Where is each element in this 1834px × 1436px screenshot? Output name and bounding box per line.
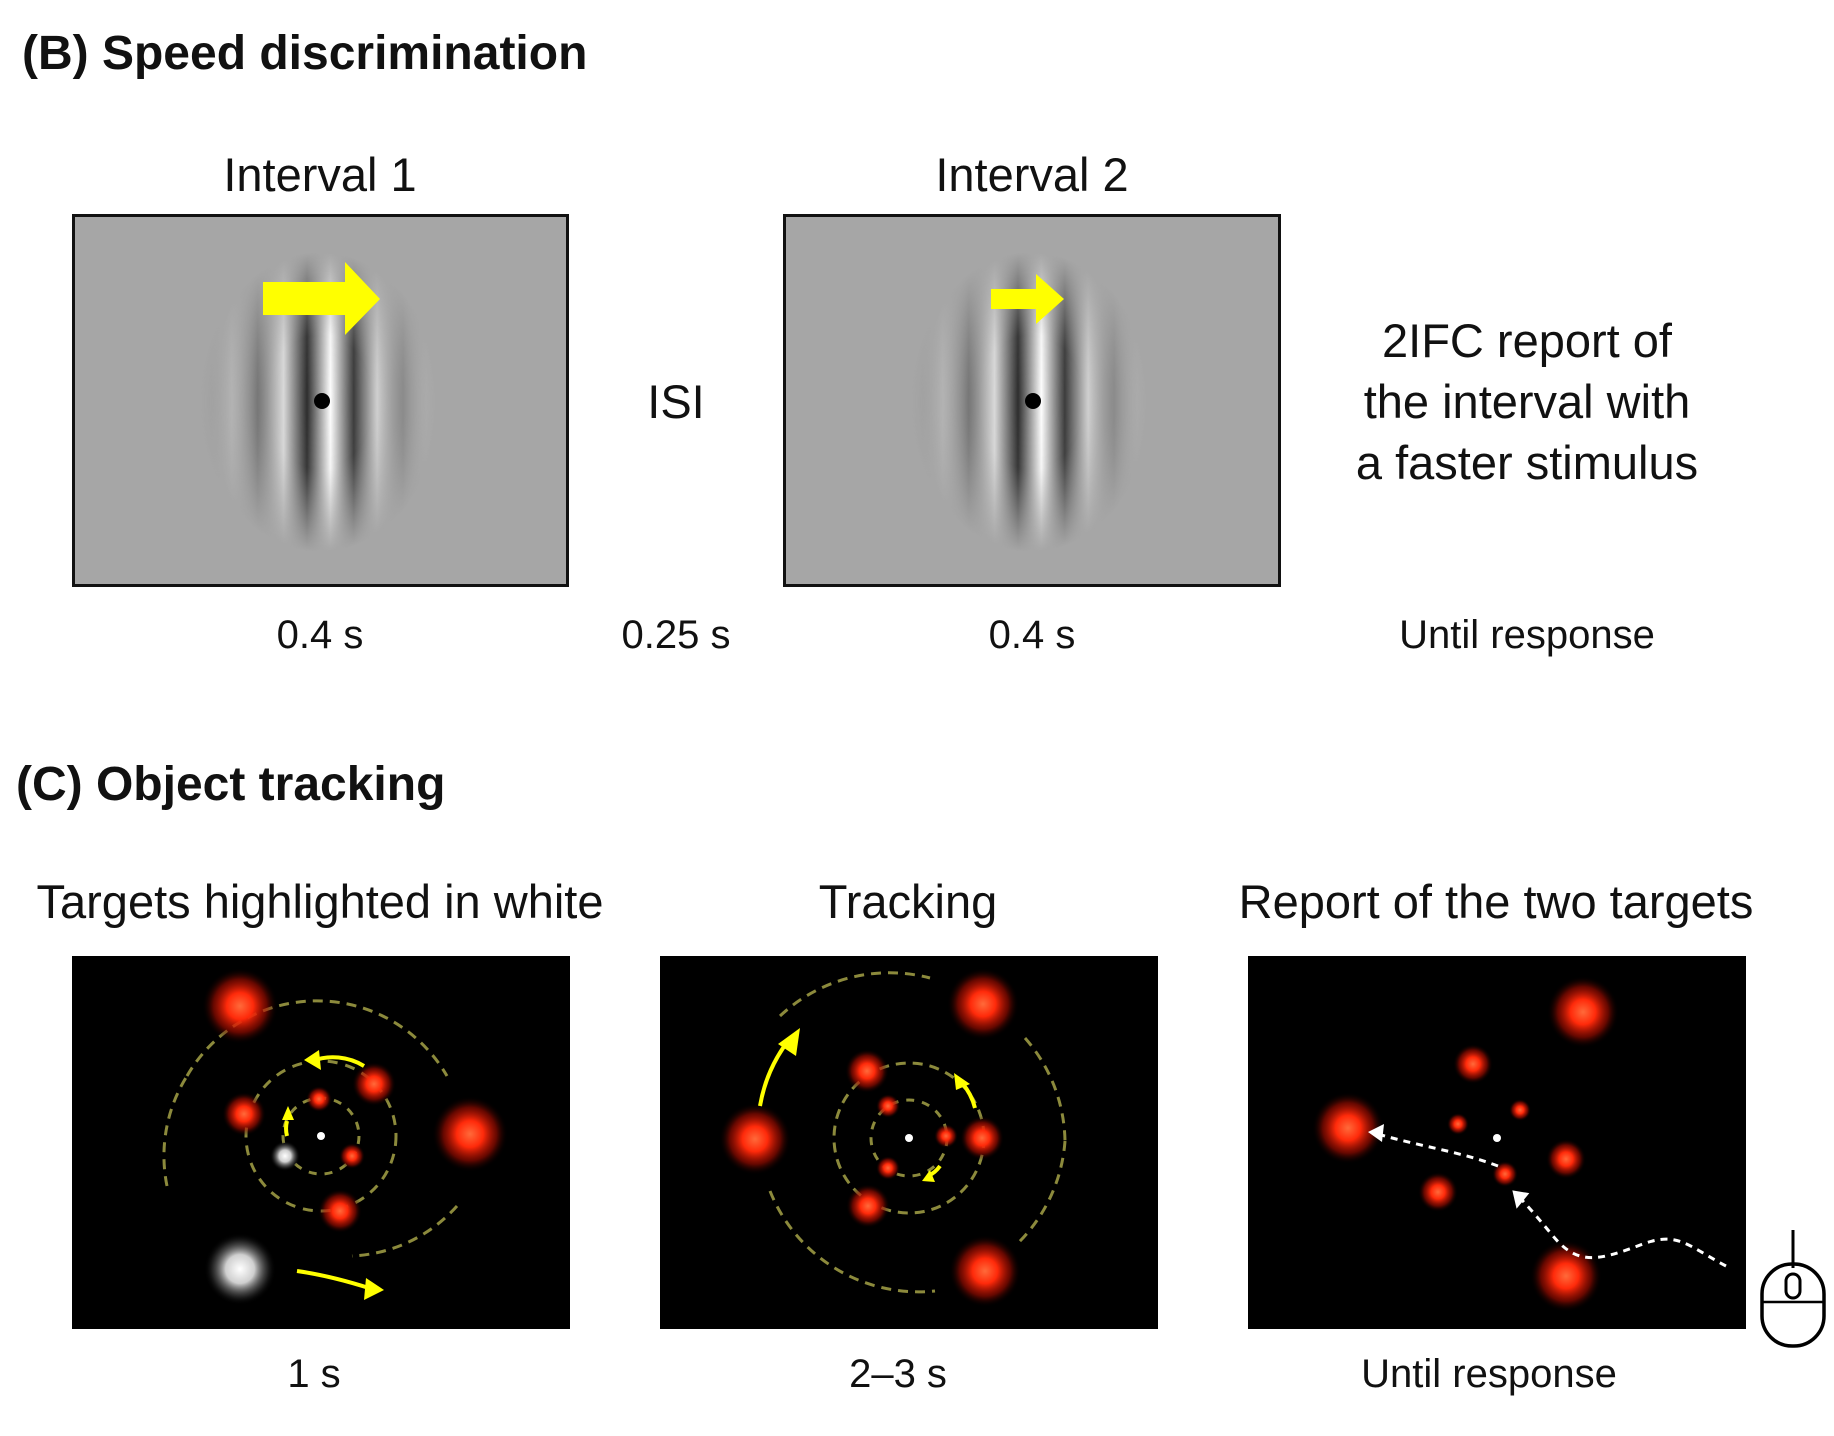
fixation-dot-icon (317, 1132, 325, 1140)
response-duration: Until response (1399, 613, 1655, 657)
tracking-panel (660, 956, 1158, 1329)
computer-mouse-icon (1760, 1230, 1826, 1348)
target-highlight-small (270, 1141, 300, 1171)
panel1-label: Targets highlighted in white (36, 875, 604, 928)
gabor-patch-1 (190, 242, 450, 562)
response-description: 2IFC report of the interval with a faste… (1356, 310, 1698, 493)
fixation-dot-icon (1493, 1134, 1501, 1142)
section-b-title: (B) Speed discrimination (22, 27, 588, 80)
interval2-stimulus-panel (783, 214, 1281, 587)
fixation-dot-icon (905, 1134, 913, 1142)
gabor-patch-2 (901, 242, 1161, 562)
response-line-2: the interval with (1363, 375, 1691, 428)
panel1-duration: 1 s (287, 1352, 341, 1396)
panel2-duration: 2–3 s (849, 1352, 947, 1396)
report-panel (1248, 956, 1746, 1329)
interval2-duration: 0.4 s (988, 613, 1076, 657)
fixation-dot-icon (314, 393, 330, 409)
interval1-label: Interval 1 (223, 148, 417, 201)
interval1-duration: 0.4 s (276, 613, 364, 657)
orbit-outer (185, 999, 449, 1077)
fixation-dot-icon (1025, 393, 1041, 409)
cursor-path (1377, 1132, 1727, 1268)
isi-label: ISI (647, 375, 705, 428)
panel3-scene (1312, 976, 1727, 1312)
motion-arrow-icon (991, 274, 1064, 324)
response-line-1: 2IFC report of (1382, 314, 1672, 367)
target-highlight-large (204, 1233, 276, 1305)
panel2-scene (719, 968, 1067, 1307)
panel2-label: Tracking (818, 875, 998, 928)
panel1-scene (162, 968, 508, 1305)
section-c-title: (C) Object tracking (16, 758, 446, 811)
response-line-3: a faster stimulus (1355, 436, 1699, 489)
interval2-label: Interval 2 (935, 148, 1129, 201)
isi-duration: 0.25 s (621, 613, 731, 657)
panel3-duration: Until response (1361, 1352, 1617, 1396)
interval1-stimulus-panel (72, 214, 569, 587)
motion-arrow-icon (263, 262, 380, 335)
targets-highlight-panel (72, 956, 570, 1329)
panel3-label: Report of the two targets (1238, 875, 1754, 928)
